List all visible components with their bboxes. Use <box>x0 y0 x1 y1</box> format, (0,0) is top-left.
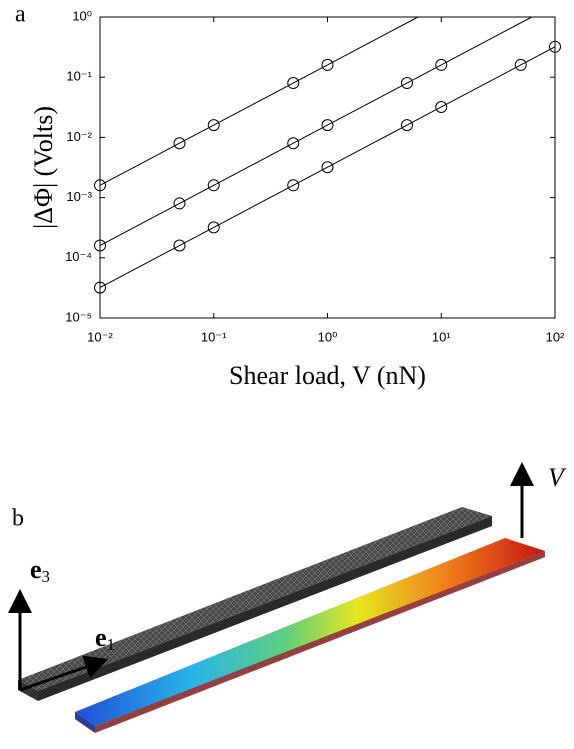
data-point <box>173 197 186 210</box>
fit-extension <box>441 16 533 66</box>
data-point <box>321 58 334 71</box>
plot: a 10⁻² 10⁻¹ 10⁰ 10¹ 10² 10⁻⁵ 10⁻⁴ 10⁻³ 10⁻² 10⁻¹ 10… <box>15 2 565 390</box>
x-tick-label: 10⁰ <box>318 329 338 344</box>
e1-symbol: e <box>95 623 107 652</box>
meshed-beam-end <box>18 680 38 701</box>
data-point <box>401 119 414 132</box>
data-point <box>435 100 448 113</box>
y-tick-label: 10⁻² <box>66 129 92 144</box>
data-point <box>207 179 220 192</box>
data-point <box>94 239 106 252</box>
fit-line <box>99 64 328 186</box>
data-point <box>173 137 186 150</box>
y-tick-label: 10⁻¹ <box>66 69 92 84</box>
colored-beam-side <box>95 551 545 733</box>
panel-label: a <box>15 2 26 28</box>
e1-arrow <box>19 655 109 692</box>
fit-extension <box>327 16 419 66</box>
data-point <box>321 161 334 174</box>
fit-line <box>99 64 442 246</box>
data-point <box>173 239 186 252</box>
data-point <box>321 119 334 132</box>
data-point <box>287 179 300 192</box>
y-tick-label: 10⁻⁴ <box>65 249 92 264</box>
diagram: b V e3 e1 <box>7 462 567 733</box>
meshed-beam-side <box>38 516 492 701</box>
data-point <box>514 58 527 71</box>
e3-symbol: e <box>30 555 42 584</box>
x-axis-label: Shear load, V (nN) <box>229 361 426 390</box>
data-point <box>435 58 448 71</box>
e3-subscript: 3 <box>42 567 51 586</box>
colored-beam <box>75 538 545 726</box>
force-label: V <box>548 463 567 492</box>
axis-label-e1: e1 <box>95 623 115 654</box>
x-tick-label: 10² <box>546 329 565 344</box>
data-point <box>287 137 300 150</box>
colored-beam-end <box>75 712 95 733</box>
y-tick-label: 10⁻³ <box>66 189 92 204</box>
x-tick-label: 10⁻² <box>87 329 113 344</box>
data-point <box>94 281 106 294</box>
data-point <box>549 40 561 53</box>
y-tick-label: 10⁻⁵ <box>65 309 92 324</box>
data-point <box>207 221 220 234</box>
data-point <box>401 77 414 90</box>
axis-label-e3: e3 <box>30 555 50 586</box>
x-tick-label: 10¹ <box>432 329 451 344</box>
data-point <box>94 179 106 192</box>
e1-subscript: 1 <box>107 635 116 654</box>
y-axis-label: |ΔΦ| (Volts) <box>29 106 58 229</box>
y-tick-label: 10⁰ <box>72 8 92 23</box>
panel-label: b <box>12 506 24 532</box>
fit-line <box>99 46 556 289</box>
data-point <box>207 119 220 132</box>
meshed-beam <box>18 507 492 691</box>
x-tick-label: 10⁻¹ <box>201 329 227 344</box>
data-point <box>287 77 300 90</box>
